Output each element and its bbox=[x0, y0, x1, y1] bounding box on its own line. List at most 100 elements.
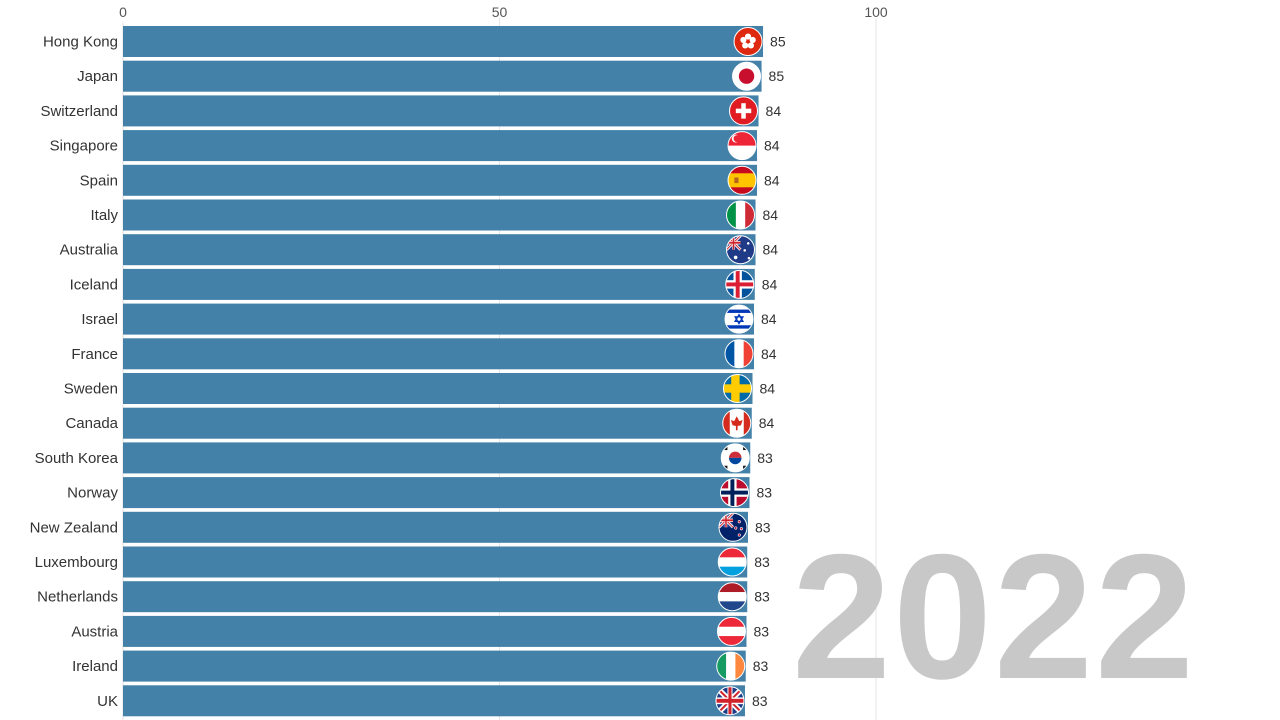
category-label: Italy bbox=[90, 207, 118, 224]
category-label: Luxembourg bbox=[35, 554, 118, 571]
bar-row: Netherlands 83 bbox=[37, 581, 770, 613]
category-label: Singapore bbox=[50, 138, 118, 155]
flag-spain-icon bbox=[727, 165, 757, 195]
category-label: Canada bbox=[65, 415, 118, 432]
flag-france-icon bbox=[724, 339, 754, 369]
flag-australia-icon bbox=[726, 235, 756, 265]
bar-row: New Zealand 83 bbox=[30, 511, 771, 543]
value-label: 83 bbox=[753, 658, 769, 674]
bar bbox=[123, 130, 758, 162]
bar bbox=[123, 26, 764, 57]
category-label: UK bbox=[97, 693, 118, 710]
flag-austria-icon bbox=[716, 616, 746, 646]
category-label: Hong Kong bbox=[43, 34, 118, 51]
flag-italy-icon bbox=[726, 200, 756, 230]
bar bbox=[123, 338, 755, 370]
flag-sweden-icon bbox=[723, 374, 753, 403]
category-label: Iceland bbox=[70, 276, 118, 293]
category-label: Austria bbox=[71, 623, 118, 640]
value-label: 84 bbox=[766, 103, 782, 119]
flag-ireland-icon bbox=[716, 651, 746, 681]
bar bbox=[123, 650, 746, 682]
bar-row: South Korea 83 bbox=[35, 442, 773, 474]
category-label: Netherlands bbox=[37, 589, 118, 606]
value-label: 84 bbox=[764, 138, 780, 154]
value-label: 84 bbox=[764, 172, 780, 188]
category-label: Norway bbox=[67, 485, 118, 502]
bar-row: Luxembourg 83 bbox=[35, 546, 770, 578]
category-label: South Korea bbox=[35, 450, 119, 467]
bar bbox=[123, 164, 758, 196]
category-label: New Zealand bbox=[30, 519, 118, 536]
bar bbox=[123, 615, 747, 647]
bar-row: Austria 83 bbox=[71, 615, 769, 647]
x-tick-label: 50 bbox=[492, 4, 508, 20]
bar-row: Spain 84 bbox=[80, 164, 780, 196]
category-label: France bbox=[71, 346, 118, 363]
bar bbox=[123, 581, 748, 613]
value-label: 84 bbox=[761, 311, 777, 327]
bar bbox=[123, 234, 756, 266]
value-label: 85 bbox=[770, 34, 786, 50]
bar-row: Japan 85 bbox=[77, 60, 785, 92]
bar bbox=[123, 373, 753, 404]
bar-row: Iceland 84 bbox=[70, 268, 778, 300]
flag-iceland-icon bbox=[725, 269, 755, 299]
category-label: Japan bbox=[77, 68, 118, 85]
bar-row: Singapore 84 bbox=[50, 130, 780, 162]
bar bbox=[123, 546, 748, 578]
flag-netherlands-icon bbox=[717, 582, 747, 612]
x-tick-label: 0 bbox=[119, 4, 127, 20]
category-label: Spain bbox=[80, 172, 118, 189]
bar-row: Australia 84 bbox=[60, 234, 779, 266]
flag-luxembourg-icon bbox=[717, 547, 747, 577]
bar-row: UK 83 bbox=[97, 685, 768, 717]
value-label: 84 bbox=[763, 242, 779, 258]
bar-row: France 84 bbox=[71, 338, 777, 370]
category-label: Switzerland bbox=[40, 103, 118, 120]
bar bbox=[123, 511, 748, 543]
category-label: Sweden bbox=[64, 381, 118, 398]
year-label: 2022 bbox=[792, 517, 1196, 716]
flag-canada-icon bbox=[722, 408, 752, 438]
value-label: 84 bbox=[761, 346, 777, 362]
bar bbox=[123, 268, 755, 300]
flag-new-zealand-icon bbox=[718, 512, 748, 542]
value-label: 83 bbox=[753, 623, 769, 639]
bar-row: Hong Kong 85 bbox=[43, 26, 786, 57]
flag-switzerland-icon bbox=[729, 96, 759, 126]
flag-israel-icon bbox=[724, 304, 754, 334]
value-label: 83 bbox=[755, 519, 771, 535]
bar bbox=[123, 407, 752, 439]
flag-norway-icon bbox=[719, 478, 749, 508]
flag-japan-icon bbox=[732, 61, 762, 91]
value-label: 84 bbox=[762, 276, 778, 292]
flag-south-korea-icon bbox=[720, 443, 750, 473]
bar-row: Norway 83 bbox=[67, 477, 772, 509]
value-label: 84 bbox=[760, 381, 776, 397]
value-label: 83 bbox=[756, 485, 772, 501]
flag-uk-icon bbox=[715, 686, 745, 716]
value-label: 83 bbox=[754, 554, 770, 570]
bar-row: Sweden 84 bbox=[64, 373, 776, 404]
bar bbox=[123, 199, 756, 231]
value-label: 83 bbox=[752, 693, 768, 709]
category-label: Ireland bbox=[72, 658, 118, 675]
bar bbox=[123, 303, 755, 335]
bar bbox=[123, 60, 762, 92]
bar-row: Italy 84 bbox=[90, 199, 778, 231]
value-label: 85 bbox=[769, 68, 785, 84]
bar-row: Switzerland 84 bbox=[40, 95, 782, 127]
value-label: 83 bbox=[754, 589, 770, 605]
bar bbox=[123, 442, 751, 474]
value-label: 83 bbox=[757, 450, 773, 466]
value-label: 84 bbox=[759, 415, 775, 431]
x-tick-label: 100 bbox=[864, 4, 888, 20]
bar bbox=[123, 685, 745, 717]
flag-singapore-icon bbox=[727, 131, 757, 161]
bar-row: Canada 84 bbox=[65, 407, 775, 439]
bar bbox=[123, 95, 759, 127]
